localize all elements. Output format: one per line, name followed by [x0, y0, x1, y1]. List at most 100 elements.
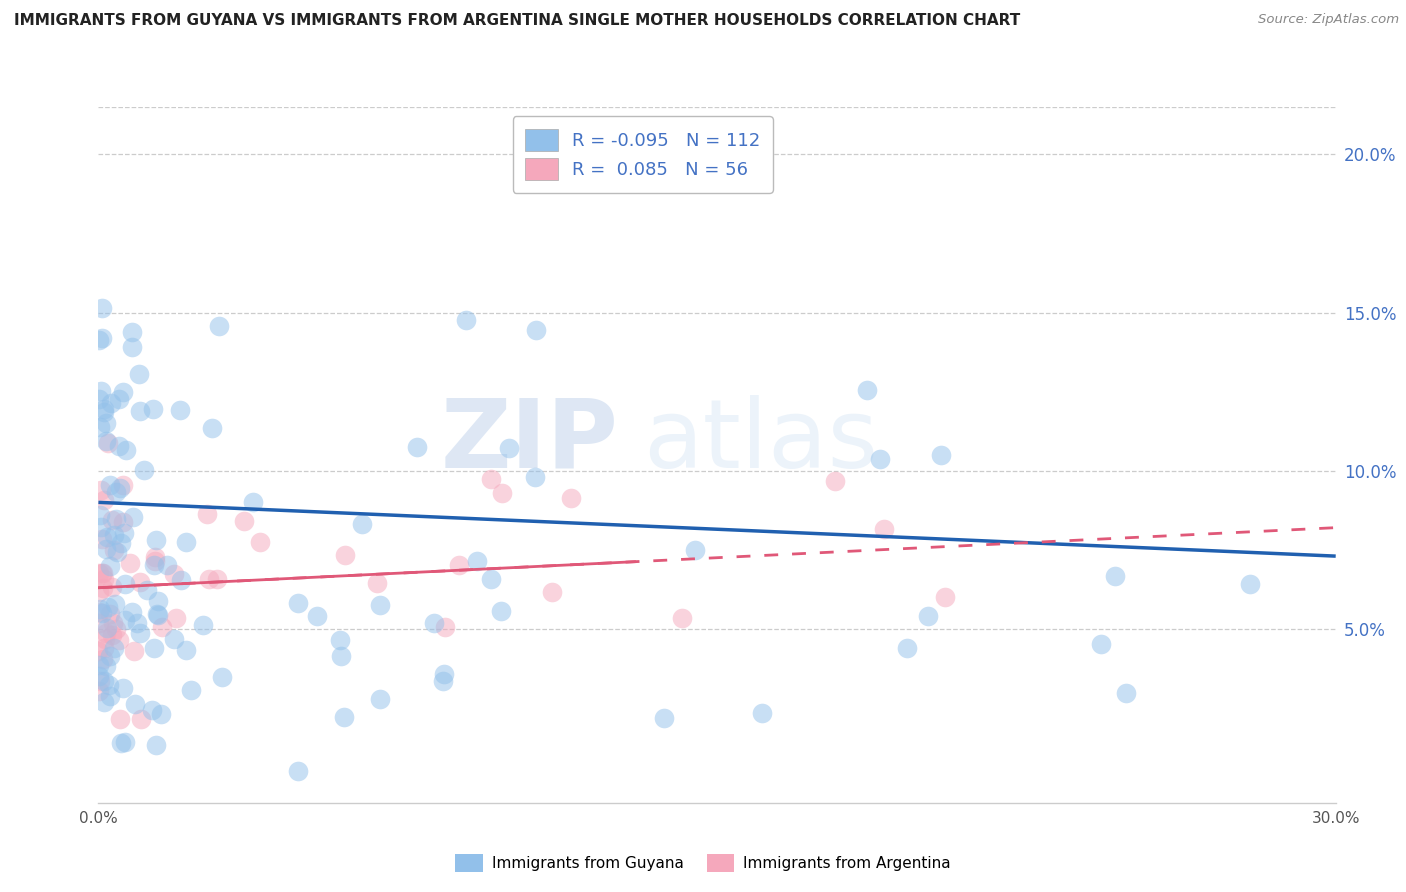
Point [121, 510, 143, 524]
Point [87, 644, 110, 658]
Text: ZIP: ZIP [440, 394, 619, 488]
Legend: R = -0.095   N = 112, R =  0.085   N = 56: R = -0.095 N = 112, R = 0.085 N = 56 [513, 116, 773, 193]
Point [98, 478, 121, 492]
Point [287, 764, 309, 779]
Point [128, 575, 150, 590]
Point [129, 712, 152, 726]
Point [90, 331, 112, 345]
Point [169, 402, 191, 417]
Point [896, 640, 918, 655]
Point [108, 439, 131, 453]
Point [370, 691, 392, 706]
Point [89, 508, 111, 522]
Text: IMMIGRANTS FROM GUYANA VS IMMIGRANTS FROM ARGENTINA SINGLE MOTHER HOUSEHOLDS COR: IMMIGRANTS FROM GUYANA VS IMMIGRANTS FRO… [14, 13, 1021, 29]
Point [114, 614, 136, 628]
Point [90, 520, 112, 534]
Point [163, 632, 186, 647]
Point [91, 651, 114, 665]
Point [93, 492, 115, 507]
Point [287, 596, 309, 610]
Point [330, 648, 353, 663]
Point [90, 301, 112, 315]
Point [142, 402, 165, 417]
Point [89, 483, 111, 498]
Point [145, 533, 167, 547]
Point [156, 558, 179, 573]
Point [108, 712, 131, 726]
Point [162, 567, 184, 582]
Point [104, 597, 127, 611]
Point [333, 709, 356, 723]
Point [112, 515, 135, 529]
Point [170, 574, 193, 588]
Point [433, 620, 456, 634]
Point [152, 620, 174, 634]
Point [93, 405, 115, 419]
Point [135, 582, 157, 597]
Point [1239, 576, 1261, 591]
Point [652, 711, 675, 725]
Point [197, 572, 219, 586]
Point [366, 576, 388, 591]
Point [87, 658, 110, 673]
Point [94, 542, 117, 557]
Point [121, 605, 143, 619]
Point [90, 384, 112, 398]
Point [97, 600, 120, 615]
Point [87, 605, 110, 619]
Point [454, 313, 477, 327]
Point [523, 469, 546, 483]
Point [94, 626, 117, 640]
Point [232, 514, 254, 528]
Point [129, 626, 152, 640]
Point [96, 417, 118, 431]
Point [143, 558, 166, 573]
Point [129, 404, 152, 418]
Point [447, 558, 470, 573]
Point [751, 706, 773, 720]
Point [406, 441, 429, 455]
Point [104, 511, 127, 525]
Point [91, 566, 114, 580]
Point [103, 528, 125, 542]
Point [103, 542, 125, 557]
Point [87, 333, 110, 347]
Point [249, 535, 271, 549]
Point [329, 633, 352, 648]
Point [101, 512, 124, 526]
Point [128, 367, 150, 381]
Point [87, 585, 110, 599]
Point [96, 530, 118, 544]
Point [127, 615, 149, 630]
Legend: Immigrants from Guyana, Immigrants from Argentina: Immigrants from Guyana, Immigrants from … [447, 846, 959, 880]
Point [873, 522, 896, 536]
Point [87, 615, 110, 630]
Point [94, 632, 117, 646]
Point [148, 607, 170, 622]
Point [141, 703, 163, 717]
Point [91, 532, 114, 546]
Point [97, 436, 120, 450]
Point [208, 318, 231, 333]
Point [685, 543, 707, 558]
Point [433, 666, 456, 681]
Point [479, 572, 502, 586]
Point [211, 670, 233, 684]
Point [114, 735, 136, 749]
Point [824, 474, 846, 488]
Point [96, 658, 118, 673]
Point [101, 615, 124, 630]
Point [145, 554, 167, 568]
Point [174, 535, 197, 549]
Point [90, 607, 112, 621]
Point [112, 525, 135, 540]
Point [97, 678, 120, 692]
Point [108, 392, 131, 406]
Point [89, 673, 111, 688]
Point [98, 690, 121, 704]
Point [100, 559, 122, 574]
Point [89, 683, 111, 698]
Point [524, 324, 547, 338]
Point [165, 611, 187, 625]
Point [465, 554, 488, 568]
